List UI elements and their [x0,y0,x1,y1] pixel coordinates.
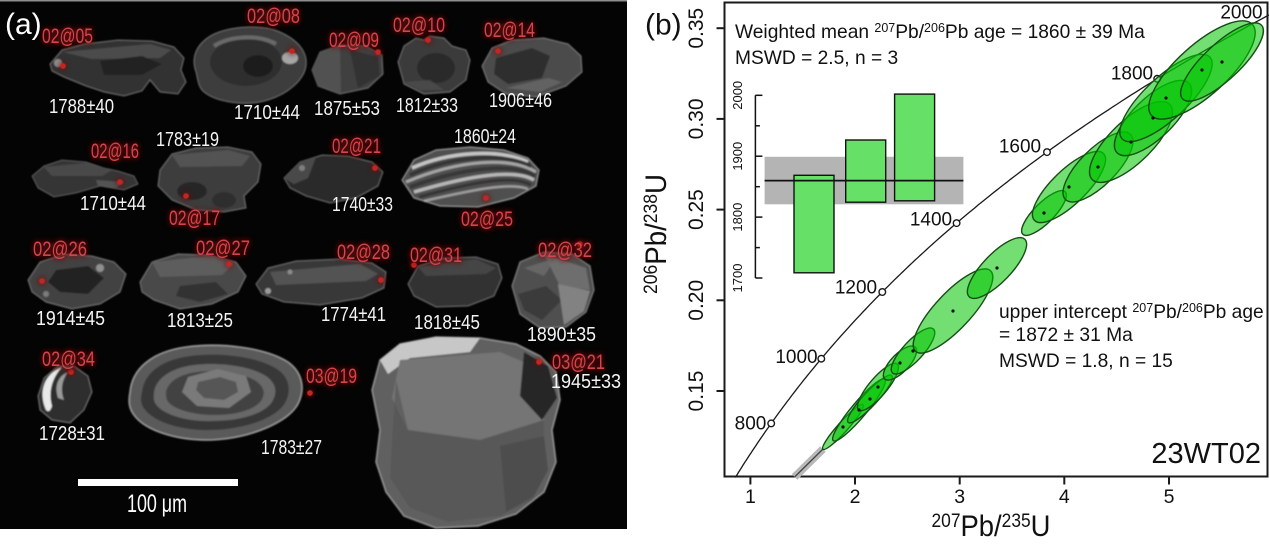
svg-text:2: 2 [850,486,861,508]
svg-text:02@21: 02@21 [332,135,381,158]
svg-text:1813±25: 1813±25 [167,310,233,332]
svg-text:02@08: 02@08 [247,5,300,28]
svg-text:02@10: 02@10 [393,14,445,37]
svg-text:1800: 1800 [1111,64,1153,85]
svg-text:800: 800 [735,414,767,435]
svg-text:02@08: 02@08 [247,5,300,28]
svg-text:(a): (a) [5,8,42,41]
svg-text:1900: 1900 [730,142,745,171]
svg-text:207Pb/235U: 207Pb/235U [932,510,1051,543]
svg-text:1812±33: 1812±33 [396,95,458,117]
svg-text:02@34: 02@34 [42,348,95,371]
svg-text:02@25: 02@25 [461,208,513,231]
svg-text:02@17: 02@17 [169,207,220,230]
svg-text:02@14: 02@14 [484,19,535,42]
svg-text:Weighted mean 207Pb/206Pb age: Weighted mean 207Pb/206Pb age = 1860 ± 3… [735,21,1145,43]
svg-text:0.30: 0.30 [685,98,708,139]
svg-text:1700: 1700 [730,264,745,293]
svg-text:1710±44: 1710±44 [234,102,300,124]
svg-text:2000: 2000 [730,81,745,110]
svg-text:02@05: 02@05 [42,25,93,48]
svg-text:(b): (b) [645,9,682,42]
svg-text:02@16: 02@16 [91,140,139,163]
svg-text:1: 1 [745,486,756,508]
svg-text:= 1872 ± 31 Ma: = 1872 ± 31 Ma [999,325,1133,346]
svg-text:03@21: 03@21 [552,351,605,374]
svg-text:02@32: 02@32 [538,239,592,262]
svg-text:1945±33: 1945±33 [551,371,621,393]
svg-text:02@27: 02@27 [196,237,250,260]
svg-text:02@28: 02@28 [337,241,390,264]
svg-text:4: 4 [1059,486,1070,508]
svg-text:03@19: 03@19 [306,365,357,388]
svg-text:02@16: 02@16 [91,140,139,163]
svg-text:02@10: 02@10 [393,14,445,37]
svg-text:1914±45: 1914±45 [36,308,105,330]
svg-text:1875±53: 1875±53 [314,98,380,120]
svg-text:1710±44: 1710±44 [80,193,146,215]
svg-text:02@21: 02@21 [332,135,381,158]
svg-text:02@27: 02@27 [196,237,250,260]
svg-text:1783±27: 1783±27 [261,437,322,459]
svg-text:02@26: 02@26 [33,238,87,261]
svg-text:1783±19: 1783±19 [156,129,219,151]
svg-text:1200: 1200 [835,278,877,299]
svg-text:02@17: 02@17 [169,207,220,230]
svg-text:1000: 1000 [775,347,817,368]
svg-text:0.20: 0.20 [685,280,708,321]
svg-text:100 μm: 100 μm [127,490,187,518]
svg-text:1774±41: 1774±41 [321,304,386,326]
svg-text:1788±40: 1788±40 [49,96,114,118]
svg-text:02@26: 02@26 [33,238,87,261]
svg-text:0.35: 0.35 [685,8,708,49]
svg-text:02@31: 02@31 [410,244,462,267]
svg-text:23WT02: 23WT02 [1151,438,1261,470]
svg-text:02@09: 02@09 [329,29,379,52]
svg-text:02@09: 02@09 [329,29,379,52]
svg-text:1728±31: 1728±31 [39,423,105,445]
svg-text:MSWD = 1.8, n = 15: MSWD = 1.8, n = 15 [999,351,1173,372]
svg-text:1400: 1400 [910,210,952,231]
svg-text:5: 5 [1164,486,1175,508]
svg-text:1818±45: 1818±45 [414,312,480,334]
svg-text:upper intercept 207Pb/206Pb ag: upper intercept 207Pb/206Pb age [999,301,1264,323]
svg-text:1906±46: 1906±46 [489,90,552,112]
svg-text:1740±33: 1740±33 [332,194,393,216]
svg-text:3: 3 [954,486,965,508]
svg-text:02@05: 02@05 [42,25,93,48]
svg-text:1600: 1600 [999,137,1041,158]
svg-text:03@19: 03@19 [306,365,357,388]
svg-text:0.25: 0.25 [685,189,708,230]
svg-text:1890±35: 1890±35 [527,324,596,346]
svg-text:0.15: 0.15 [685,371,708,412]
svg-text:02@31: 02@31 [410,244,462,267]
svg-text:1800: 1800 [730,203,745,232]
svg-text:02@14: 02@14 [484,19,535,42]
svg-text:02@28: 02@28 [337,241,390,264]
svg-text:1860±24: 1860±24 [454,126,516,148]
svg-text:02@32: 02@32 [538,239,592,262]
svg-text:2000: 2000 [1220,3,1262,24]
svg-text:MSWD = 2.5, n = 3: MSWD = 2.5, n = 3 [735,48,898,69]
svg-text:02@25: 02@25 [461,208,513,231]
svg-text:03@21: 03@21 [552,351,605,374]
svg-text:206Pb/238U: 206Pb/238U [640,174,673,294]
svg-text:02@34: 02@34 [42,348,95,371]
